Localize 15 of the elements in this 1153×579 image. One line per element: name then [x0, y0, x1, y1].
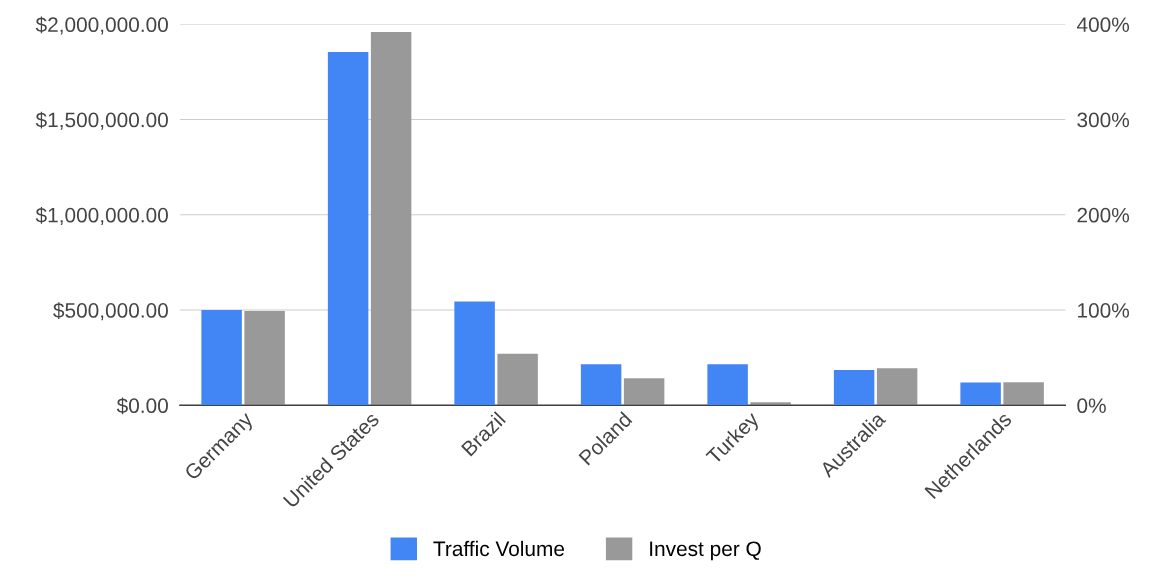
y2-tick-label: 200% [1077, 207, 1130, 223]
y-tick-label: $1,000,000.00 [35, 206, 168, 226]
y-tick-label: $2,000,000.00 [35, 16, 168, 35]
y-tick-label: $500,000.00 [53, 302, 168, 321]
legend-label: Invest per Q [650, 541, 761, 561]
legend-label: Traffic Volume [433, 540, 565, 557]
bar [750, 402, 791, 406]
y2-tick-label: 300% [1077, 112, 1130, 128]
y2-tick-label: 0% [1077, 398, 1106, 414]
y-tick-label: $1,500,000.00 [35, 111, 168, 130]
y-tick-label: $0.00 [116, 397, 168, 415]
y2-tick-label: 100% [1078, 303, 1130, 318]
y2-tick-label: 400% [1076, 17, 1130, 33]
bar [454, 301, 495, 406]
bar [707, 364, 748, 406]
